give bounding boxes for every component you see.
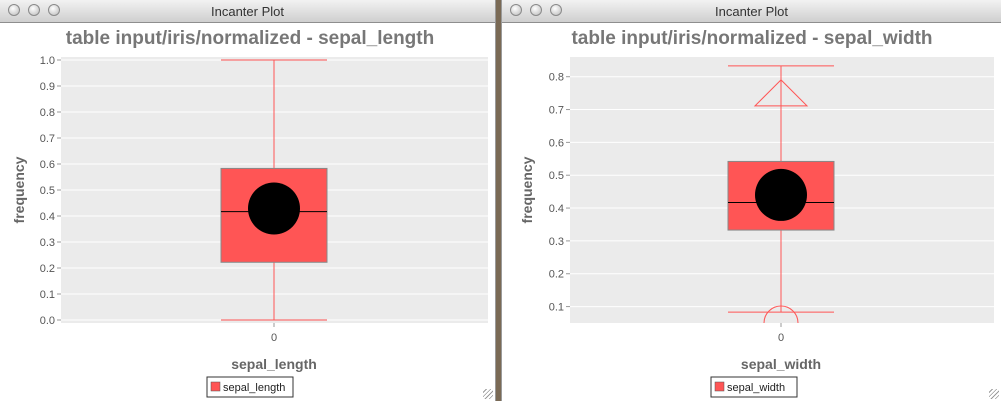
y-tick-label: 0.3 <box>40 237 55 249</box>
y-tick-label: 0.4 <box>549 203 564 215</box>
legend-box <box>206 376 294 398</box>
y-tick-label: 0.0 <box>40 315 55 327</box>
chart-title: table input/iris/normalized - sepal_leng… <box>66 28 434 49</box>
y-tick-label: 0.1 <box>549 302 564 314</box>
mean-marker <box>755 168 807 221</box>
x-tick-label: 0 <box>778 332 784 344</box>
window-title: Incanter Plot <box>211 4 284 19</box>
resize-grip-icon[interactable] <box>483 389 493 399</box>
legend-swatch <box>714 381 725 392</box>
y-tick-label: 0.8 <box>549 72 564 84</box>
y-tick-label: 0.6 <box>549 137 564 149</box>
y-tick-label: 0.9 <box>40 81 55 93</box>
y-tick-label: 0.7 <box>40 133 55 145</box>
legend-label: sepal_width <box>727 382 785 394</box>
window-titlebar[interactable]: Incanter Plot <box>0 0 495 23</box>
y-tick-label: 0.2 <box>549 269 564 281</box>
resize-grip-icon[interactable] <box>989 389 999 399</box>
legend-label: sepal_length <box>223 382 285 394</box>
window-title: Incanter Plot <box>715 4 788 19</box>
y-tick-label: 0.2 <box>40 263 55 275</box>
x-axis-label: sepal_length <box>231 356 317 372</box>
zoom-button[interactable] <box>550 4 562 16</box>
close-button[interactable] <box>8 4 20 16</box>
plot-window-sepal-length: Incanter Plot table input/iris/normalize… <box>0 0 496 401</box>
y-tick-label: 0.5 <box>40 185 55 197</box>
close-button[interactable] <box>510 4 522 16</box>
y-axis-label: frequency <box>519 156 535 223</box>
chart-title: table input/iris/normalized - sepal_widt… <box>571 28 932 49</box>
y-axis-label: frequency <box>11 156 27 223</box>
minimize-button[interactable] <box>28 4 40 16</box>
y-tick-label: 0.7 <box>549 105 564 117</box>
far-out-high-marker <box>753 79 809 107</box>
y-tick-label: 0.6 <box>40 159 55 171</box>
y-tick-label: 0.1 <box>40 289 55 301</box>
legend-box <box>710 376 798 398</box>
x-axis-label: sepal_width <box>741 356 821 372</box>
boxplot-chart: table input/iris/normalized - sepal_leng… <box>11 28 488 398</box>
boxplot-chart: table input/iris/normalized - sepal_widt… <box>519 28 994 398</box>
minimize-button[interactable] <box>530 4 542 16</box>
window-titlebar[interactable]: Incanter Plot <box>502 0 1001 23</box>
plot-window-sepal-width: Incanter Plot table input/iris/normalize… <box>501 0 1001 401</box>
far-out-low-marker <box>763 305 799 324</box>
legend-swatch <box>210 381 221 392</box>
mean-marker <box>248 182 300 235</box>
y-tick-label: 0.5 <box>549 170 564 182</box>
x-tick-label: 0 <box>271 332 277 344</box>
y-tick-label: 0.3 <box>549 236 564 248</box>
y-tick-label: 0.8 <box>40 107 55 119</box>
zoom-button[interactable] <box>48 4 60 16</box>
y-tick-label: 1.0 <box>40 55 55 67</box>
y-tick-label: 0.4 <box>40 211 55 223</box>
